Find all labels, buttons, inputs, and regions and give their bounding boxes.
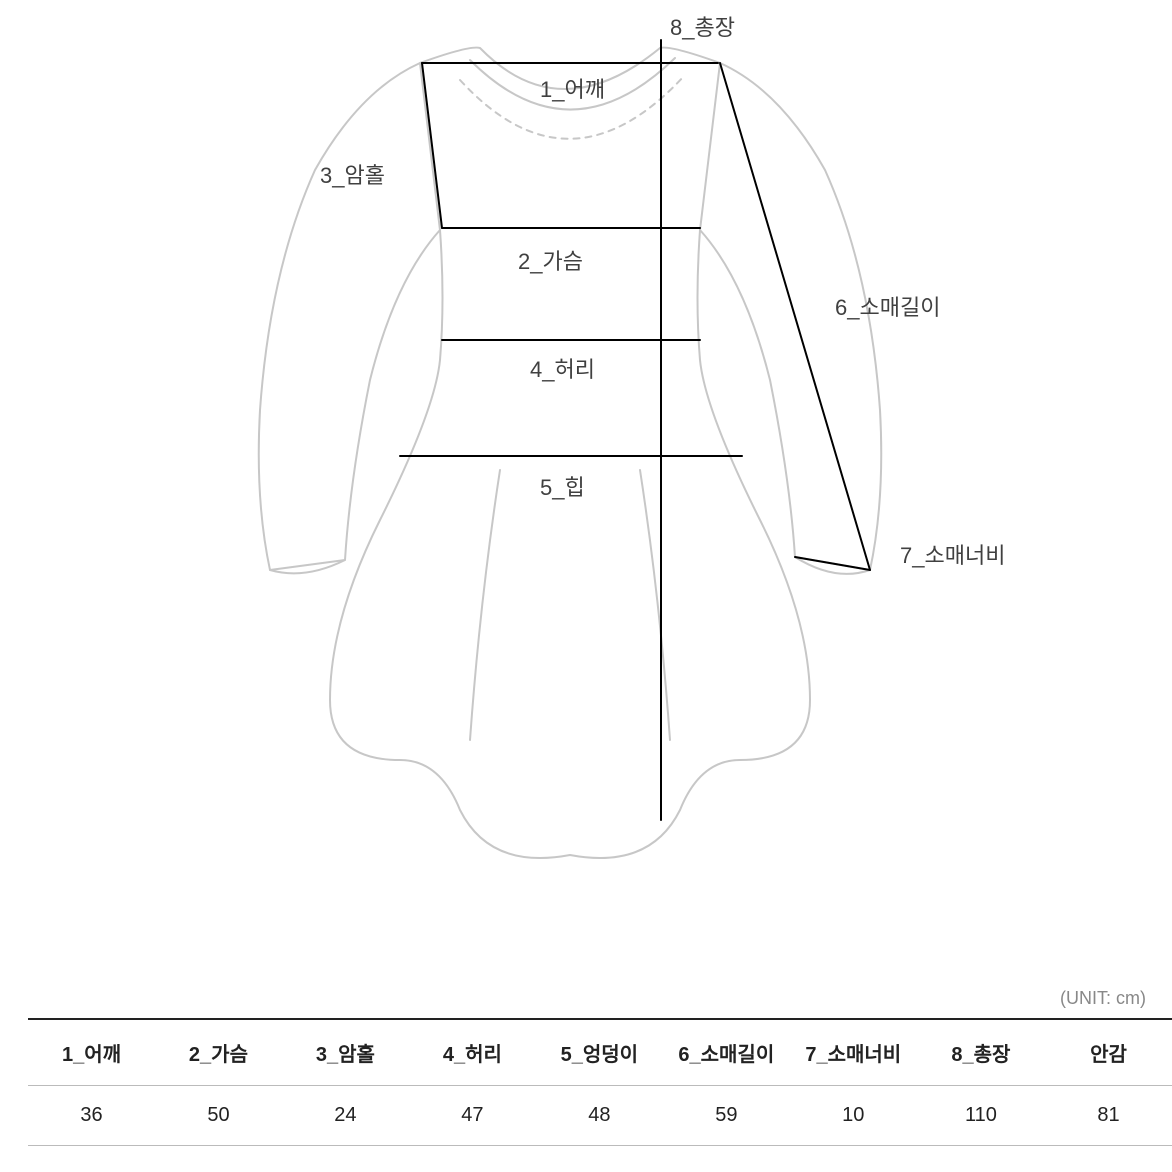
label-6-sleeve-length: 6_소매길이 — [835, 290, 940, 322]
unit-label: (UNIT: cm) — [1060, 988, 1146, 1009]
td-1: 50 — [155, 1086, 282, 1146]
th-0: 1_어깨 — [28, 1019, 155, 1086]
size-table: 1_어깨 2_가슴 3_암홀 4_허리 5_엉덩이 6_소매길이 7_소매너비 … — [28, 1018, 1172, 1146]
label-3-armhole: 3_암홀 — [320, 158, 385, 190]
label-5-hip: 5_힙 — [540, 470, 585, 502]
label-1-shoulder: 1_어깨 — [540, 72, 605, 104]
th-3: 4_허리 — [409, 1019, 536, 1086]
th-5: 6_소매길이 — [663, 1019, 790, 1086]
measurement-lines — [400, 40, 870, 820]
label-7-sleeve-width: 7_소매너비 — [900, 538, 1005, 570]
td-4: 48 — [536, 1086, 663, 1146]
table-row: 36 50 24 47 48 59 10 110 81 — [28, 1086, 1172, 1146]
th-7: 8_총장 — [917, 1019, 1045, 1086]
td-5: 59 — [663, 1086, 790, 1146]
th-4: 5_엉덩이 — [536, 1019, 663, 1086]
label-8-total-length: 8_총장 — [670, 10, 735, 42]
td-6: 10 — [790, 1086, 917, 1146]
size-diagram-canvas: 1_어깨 2_가슴 3_암홀 4_허리 5_힙 6_소매길이 7_소매너비 8_… — [0, 0, 1172, 1172]
td-8: 81 — [1045, 1086, 1172, 1146]
td-7: 110 — [917, 1086, 1045, 1146]
label-2-chest: 2_가슴 — [518, 244, 583, 276]
th-6: 7_소매너비 — [790, 1019, 917, 1086]
table-header-row: 1_어깨 2_가슴 3_암홀 4_허리 5_엉덩이 6_소매길이 7_소매너비 … — [28, 1019, 1172, 1086]
th-1: 2_가슴 — [155, 1019, 282, 1086]
td-2: 24 — [282, 1086, 409, 1146]
dress-svg — [0, 0, 1172, 900]
td-3: 47 — [409, 1086, 536, 1146]
label-4-waist: 4_허리 — [530, 352, 595, 384]
th-2: 3_암홀 — [282, 1019, 409, 1086]
th-8: 안감 — [1045, 1019, 1172, 1086]
td-0: 36 — [28, 1086, 155, 1146]
